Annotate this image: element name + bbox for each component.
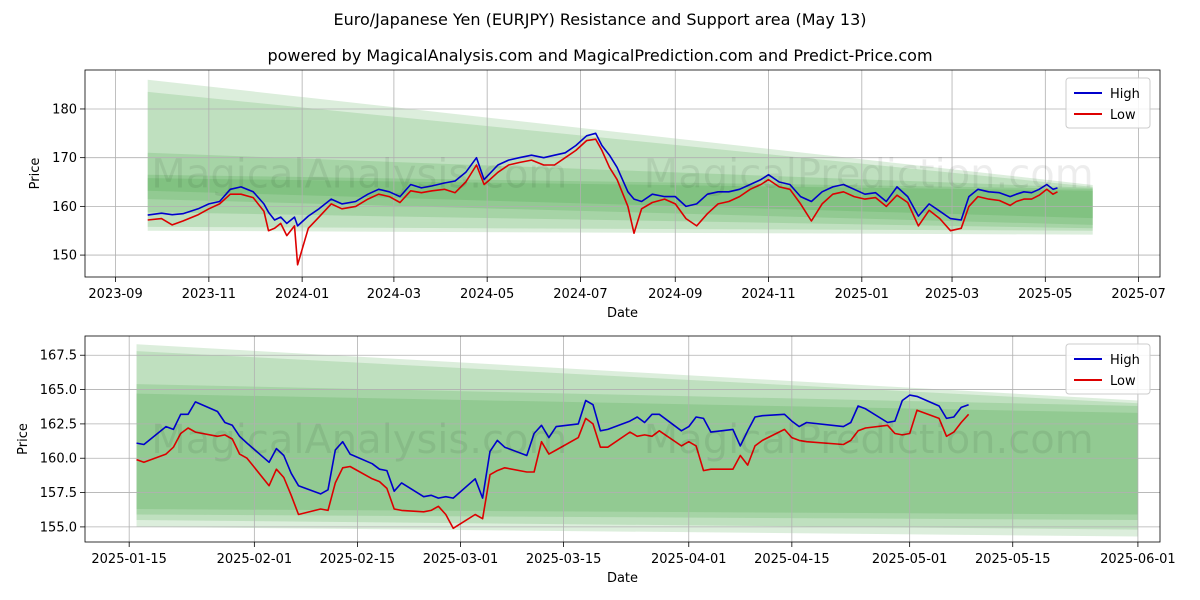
chart2-x-tick-label: 2025-02-01 <box>217 552 293 567</box>
chart2-y-tick-label: 162.5 <box>40 417 77 432</box>
chart1-band-4 <box>147 174 1093 225</box>
chart2-plot-frame <box>84 335 1161 543</box>
bottom-chart: 2025-01-15 2025-02-01 2025-02-15 2025-03-01… <box>16 335 1176 586</box>
chart1-y-tick-label: 180 <box>52 102 77 117</box>
chart1-band-3 <box>147 152 1093 229</box>
chart2-x-tick-label: 2025-05-15 <box>975 552 1051 567</box>
chart1-x-axis-label: Date <box>607 306 638 321</box>
chart1-x-tick-label: 2025-01 <box>835 287 889 302</box>
chart2-legend: High Low <box>1065 343 1151 395</box>
chart1-x-tick-label: 2023-11 <box>182 287 236 302</box>
chart1-legend-label-low: Low <box>1110 108 1136 123</box>
chart1-x-tick-label: 2023-09 <box>88 287 142 302</box>
chart2-legend-label-low: Low <box>1110 374 1136 389</box>
chart1-x-tick-label: 2024-01 <box>275 287 329 302</box>
chart2-x-tick-label: 2025-05-01 <box>872 552 948 567</box>
chart2-x-tick-label: 2025-02-15 <box>320 552 396 567</box>
chart2-y-tick-label: 165.0 <box>40 383 77 398</box>
chart2-band-3 <box>136 384 1138 521</box>
chart1-band-5 <box>147 178 1093 219</box>
chart2-x-axis-label: Date <box>607 571 638 586</box>
chart2-series-high-line <box>136 394 969 499</box>
chart1-x-tick-label: 2025-07 <box>1111 287 1165 302</box>
chart1-y-axis-label: Price <box>28 158 43 190</box>
chart1-x-tick-label: 2024-07 <box>553 287 607 302</box>
chart1-x-tick-label: 2024-03 <box>367 287 421 302</box>
chart1-x-tick-label: 2024-11 <box>741 287 795 302</box>
chart1-y-tick-label: 160 <box>52 200 77 215</box>
chart-title: Euro/Japanese Yen (EURJPY) Resistance an… <box>333 10 867 29</box>
chart1-series-low-line <box>147 138 1058 266</box>
chart-subtitle: powered by MagicalAnalysis.com and Magic… <box>267 46 933 65</box>
chart1-x-tick-label: 2025-03 <box>925 287 979 302</box>
chart2-y-axis-label: Price <box>16 423 31 455</box>
chart2-series-low-line <box>136 409 970 530</box>
chart2-y-tick-label: 167.5 <box>40 349 77 364</box>
chart1-x-tick-label: 2025-05 <box>1018 287 1072 302</box>
chart1-y-tick-label: 170 <box>52 151 77 166</box>
chart1-x-tick-label: 2024-05 <box>460 287 514 302</box>
chart1-y-tick-label: 150 <box>52 249 77 264</box>
chart2-x-tick-label: 2025-01-15 <box>91 552 167 567</box>
chart1-series-high-line <box>147 132 1058 227</box>
chart1-plot-frame <box>84 69 1161 278</box>
chart2-x-tick-label: 2025-03-01 <box>423 552 499 567</box>
chart1-legend-label-high: High <box>1110 87 1140 102</box>
chart2-x-tick-label: 2025-04-01 <box>651 552 727 567</box>
chart2-band-2 <box>136 351 1138 530</box>
chart1-x-tick-label: 2024-09 <box>648 287 702 302</box>
chart2-x-tick-label: 2025-06-01 <box>1100 552 1176 567</box>
chart1-watermark: MagicalAnalysis.com MagicalPrediction.co… <box>151 152 1093 198</box>
top-chart: 2023-09 2023-11 2024-01 2024-03 2024-05 2024-… <box>28 69 1166 321</box>
chart2-y-tick-label: 157.5 <box>40 486 77 501</box>
chart2-watermark: MagicalAnalysis.com MagicalPrediction.co… <box>151 417 1093 463</box>
chart2-x-tick-label: 2025-03-15 <box>526 552 602 567</box>
chart2-legend-label-high: High <box>1110 353 1140 368</box>
chart2-x-tick-label: 2025-04-15 <box>754 552 830 567</box>
chart1-legend: High Low <box>1065 77 1151 129</box>
chart2-y-tick-label: 160.0 <box>40 452 77 467</box>
chart2-y-tick-label: 155.0 <box>40 520 77 535</box>
